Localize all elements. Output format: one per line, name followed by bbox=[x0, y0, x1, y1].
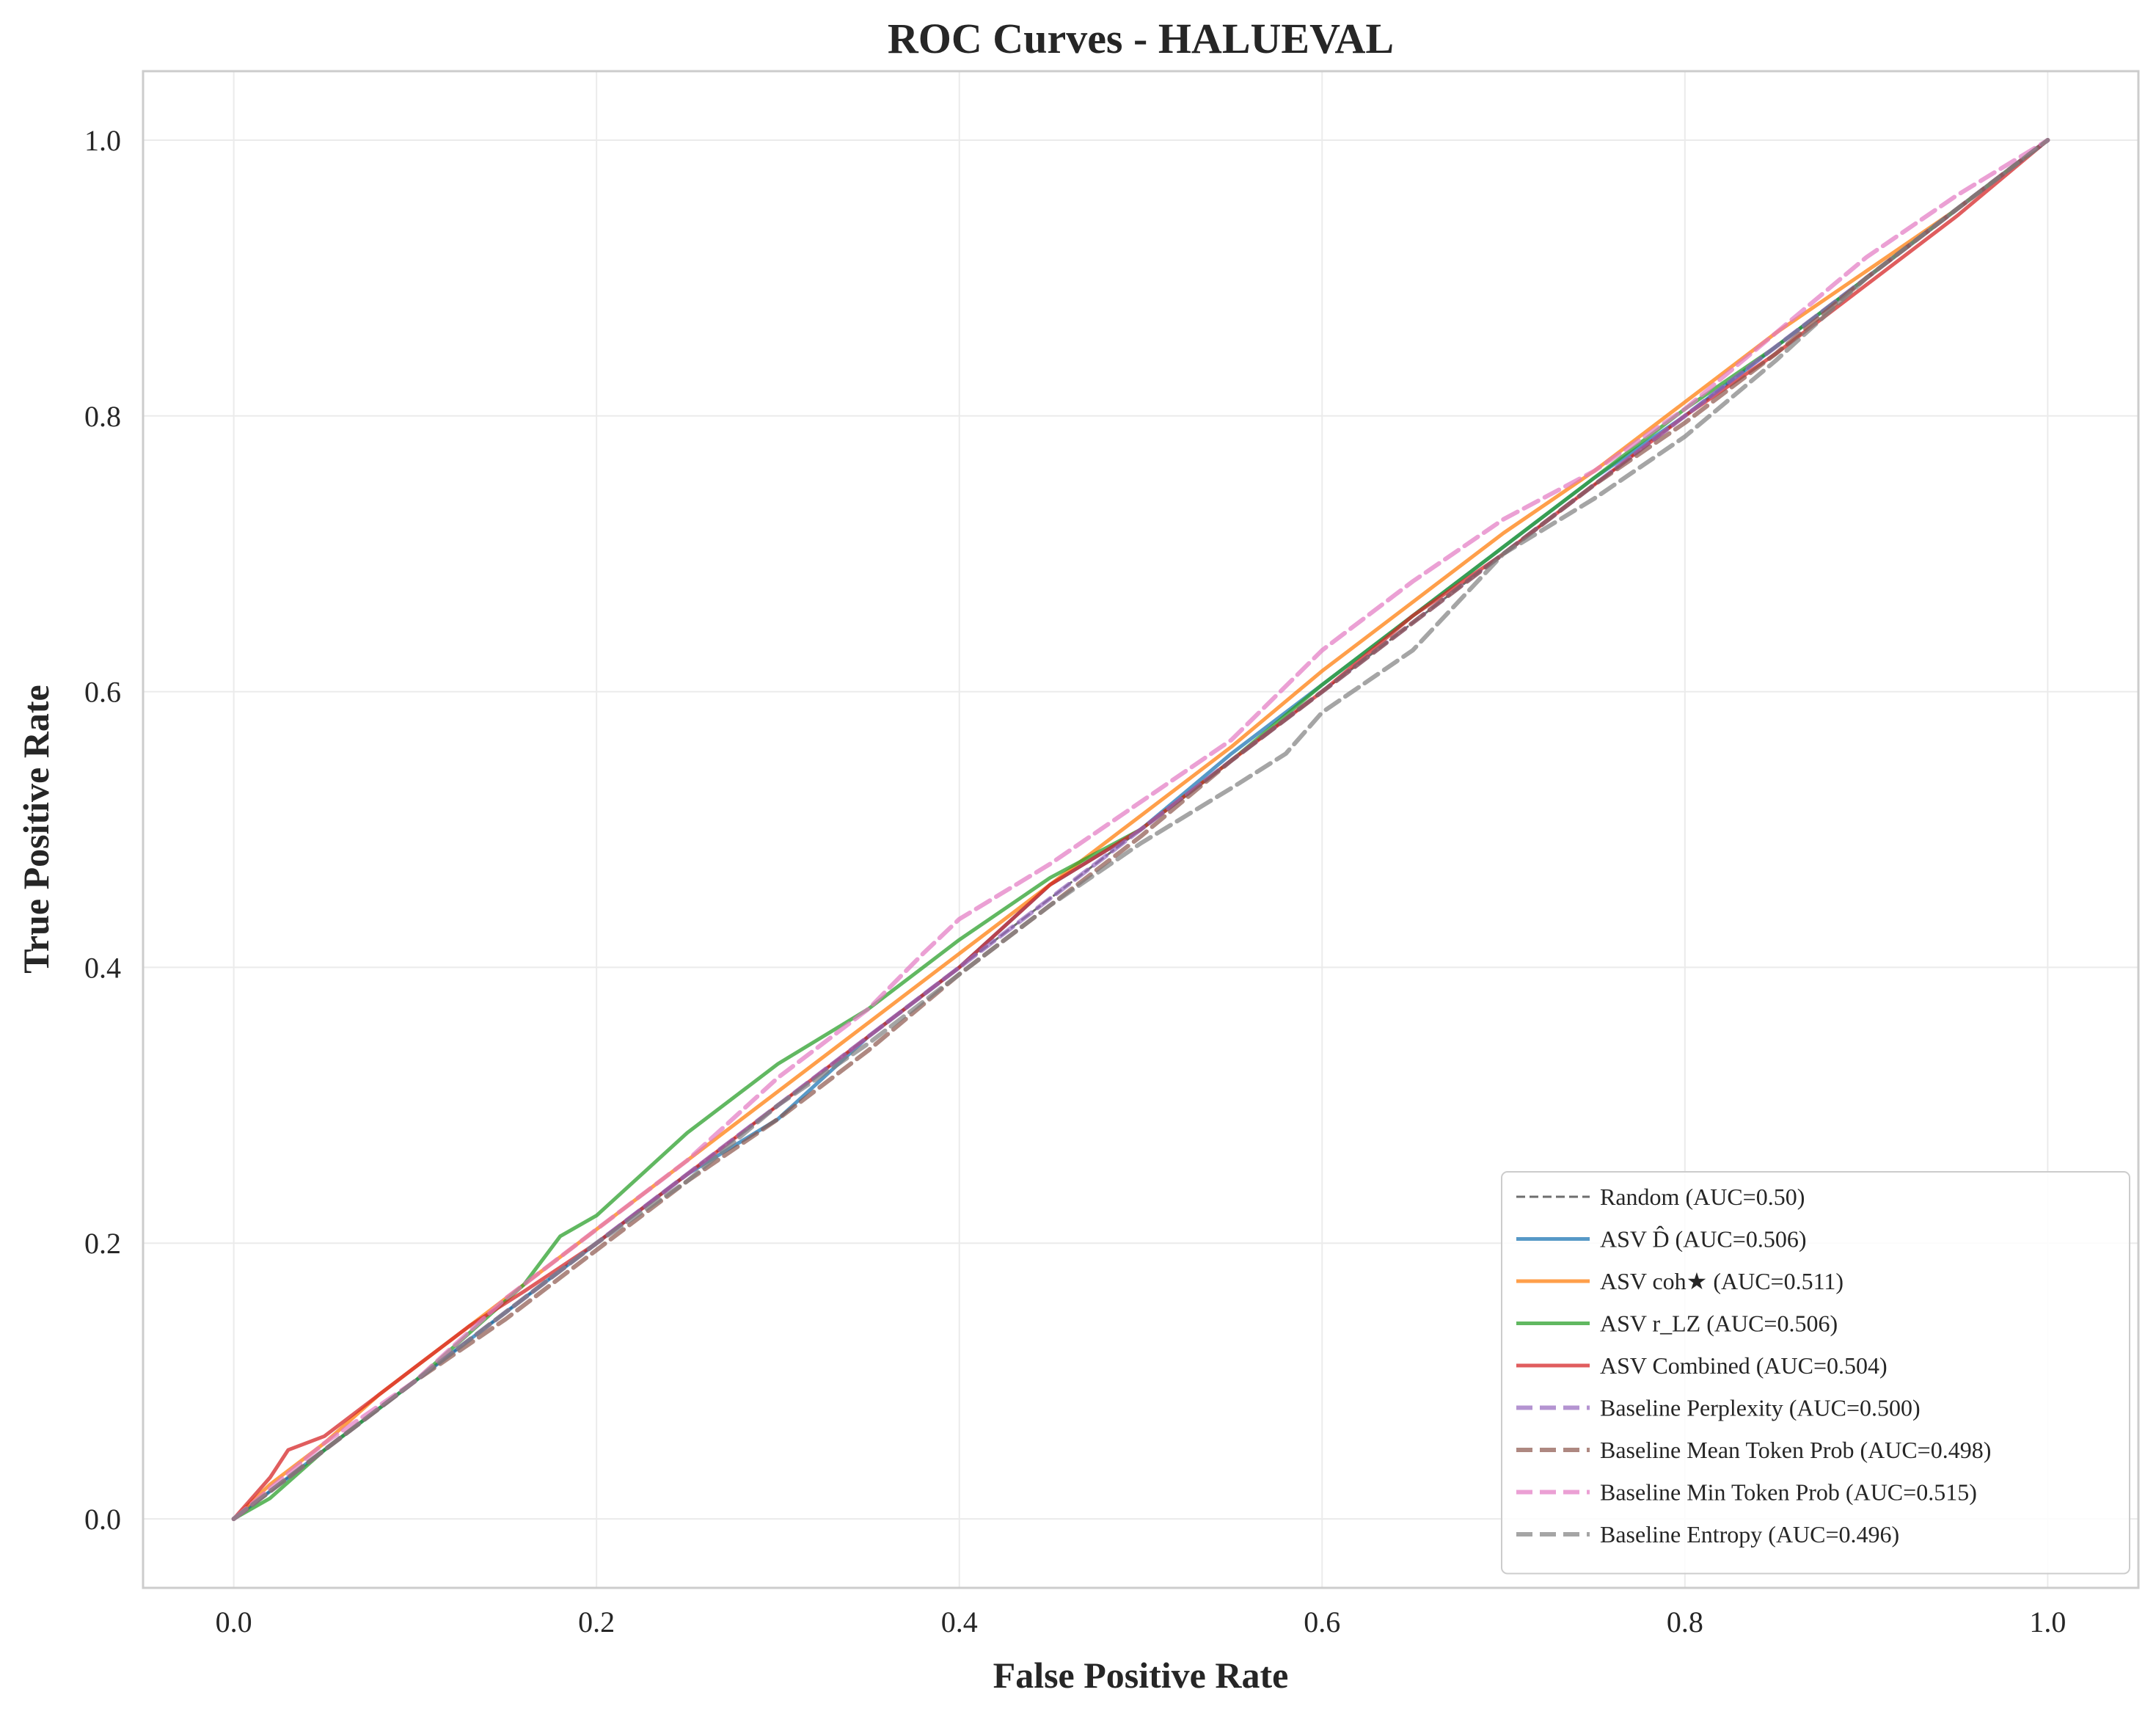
plot-frame bbox=[142, 70, 2140, 1589]
legend-box bbox=[1501, 1171, 2130, 1575]
x-tick-label: 0.4 bbox=[941, 1605, 978, 1638]
legend-entry: Baseline Min Token Prob (AUC=0.515) bbox=[1600, 1479, 1977, 1506]
legend-entry: Random (AUC=0.50) bbox=[1600, 1184, 1805, 1210]
y-tick-label: 0.6 bbox=[84, 676, 121, 709]
y-axis-ticks: 0.0 0.2 0.4 0.6 0.8 1.0 bbox=[84, 124, 121, 1536]
y-axis-label: True Positive Rate bbox=[15, 685, 56, 973]
x-tick-label: 0.6 bbox=[1304, 1605, 1340, 1638]
x-tick-label: 0.0 bbox=[216, 1605, 252, 1638]
legend-entry: Baseline Mean Token Prob (AUC=0.498) bbox=[1600, 1437, 1991, 1463]
chart-title: ROC Curves - HALUEVAL bbox=[888, 15, 1394, 62]
y-tick-label: 1.0 bbox=[84, 124, 121, 157]
legend-entry: ASV r_LZ (AUC=0.506) bbox=[1600, 1310, 1838, 1337]
x-tick-label: 0.8 bbox=[1667, 1605, 1703, 1638]
roc-curves bbox=[231, 138, 2050, 1521]
x-tick-label: 1.0 bbox=[2029, 1605, 2066, 1638]
x-tick-label: 0.2 bbox=[578, 1605, 615, 1638]
legend-entry: ASV Combined (AUC=0.504) bbox=[1600, 1352, 1888, 1379]
legend: Random (AUC=0.50) ASV D̂ (AUC=0.506) ASV c… bbox=[1501, 1171, 2130, 1575]
roc-series-line-8 bbox=[231, 138, 2050, 1521]
x-axis-label: False Positive Rate bbox=[993, 1655, 1289, 1696]
legend-entry: Baseline Entropy (AUC=0.496) bbox=[1600, 1521, 1899, 1548]
legend-entry: Baseline Perplexity (AUC=0.500) bbox=[1600, 1395, 1921, 1421]
y-tick-label: 0.8 bbox=[84, 400, 121, 433]
roc-series-line-7 bbox=[231, 138, 2050, 1521]
grid-lines bbox=[143, 71, 2138, 1588]
legend-entry: ASV coh★ (AUC=0.511) bbox=[1600, 1268, 1843, 1294]
x-axis-ticks: 0.0 0.2 0.4 0.6 0.8 1.0 bbox=[216, 1605, 2067, 1638]
roc-series-line-6 bbox=[231, 138, 2050, 1521]
legend-entry: ASV D̂ (AUC=0.506) bbox=[1600, 1226, 1806, 1253]
y-tick-label: 0.4 bbox=[84, 951, 121, 984]
y-tick-label: 0.0 bbox=[84, 1503, 121, 1536]
y-tick-label: 0.2 bbox=[84, 1227, 121, 1260]
